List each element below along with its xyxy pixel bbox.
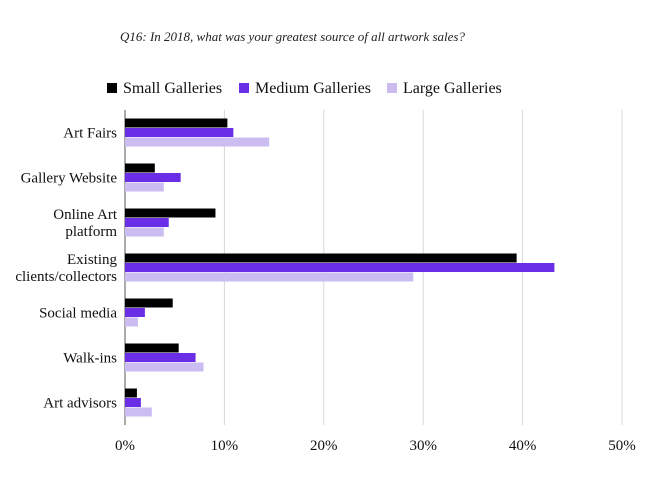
- bar-medium-galleries-social-media: [125, 308, 145, 317]
- x-tick-label: 20%: [310, 438, 338, 454]
- category-label: Gallery Website: [21, 171, 118, 187]
- legend-label-medium-galleries: Medium Galleries: [255, 80, 371, 97]
- x-tick-labels: 0% 10% 20% 30% 40% 50%: [115, 438, 636, 454]
- bar-medium-galleries-gallery-website: [125, 173, 181, 182]
- bar-medium-galleries-walk-ins: [125, 353, 196, 362]
- bar-medium-galleries-online-art-platform: [125, 218, 169, 227]
- bar-small-galleries-art-advisors: [125, 388, 137, 398]
- x-tick-label: 10%: [211, 438, 239, 454]
- x-tick-label: 30%: [409, 438, 437, 454]
- legend-label-large-galleries: Large Galleries: [403, 80, 502, 97]
- bar-large-galleries-gallery-website: [125, 182, 164, 192]
- bar-small-galleries-art-fairs: [125, 118, 228, 128]
- bar-small-galleries-walk-ins: [125, 343, 179, 353]
- legend: Small Galleries Medium Galleries Large Gal…: [107, 80, 502, 97]
- bar-medium-galleries-art-fairs: [125, 128, 234, 137]
- category-label: Online Art: [53, 207, 118, 223]
- category-label: clients/collectors: [15, 269, 117, 285]
- bar-large-galleries-walk-ins: [125, 362, 204, 372]
- bar-medium-galleries-art-advisors: [125, 398, 141, 407]
- x-tick-label: 40%: [509, 438, 537, 454]
- category-label: Social media: [39, 306, 117, 322]
- chart-title: Q16: In 2018, what was your greatest sou…: [120, 29, 465, 44]
- bars: [125, 118, 555, 417]
- bar-large-galleries-art-advisors: [125, 407, 152, 417]
- category-label: Art advisors: [43, 396, 117, 412]
- bar-small-galleries-social-media: [125, 298, 173, 308]
- category-label: Art Fairs: [63, 126, 117, 142]
- category-label: Existing: [67, 252, 118, 268]
- bar-large-galleries-social-media: [125, 317, 138, 327]
- category-label: platform: [65, 224, 117, 240]
- category-labels: Art Fairs Gallery Website Online Artplatfo…: [15, 126, 117, 412]
- bar-large-galleries-existing-clients-collectors: [125, 272, 414, 282]
- legend-swatch-medium-galleries: [239, 83, 249, 93]
- category-label: Walk-ins: [63, 351, 117, 367]
- x-tick-label: 0%: [115, 438, 135, 454]
- bar-medium-galleries-existing-clients-collectors: [125, 263, 555, 272]
- bar-large-galleries-art-fairs: [125, 137, 270, 147]
- bar-small-galleries-online-art-platform: [125, 208, 216, 218]
- bar-small-galleries-gallery-website: [125, 163, 155, 173]
- bar-large-galleries-online-art-platform: [125, 227, 164, 237]
- bar-small-galleries-existing-clients-collectors: [125, 253, 517, 263]
- x-tick-label: 50%: [608, 438, 636, 454]
- legend-label-small-galleries: Small Galleries: [123, 80, 222, 97]
- legend-swatch-large-galleries: [387, 83, 397, 93]
- legend-swatch-small-galleries: [107, 83, 117, 93]
